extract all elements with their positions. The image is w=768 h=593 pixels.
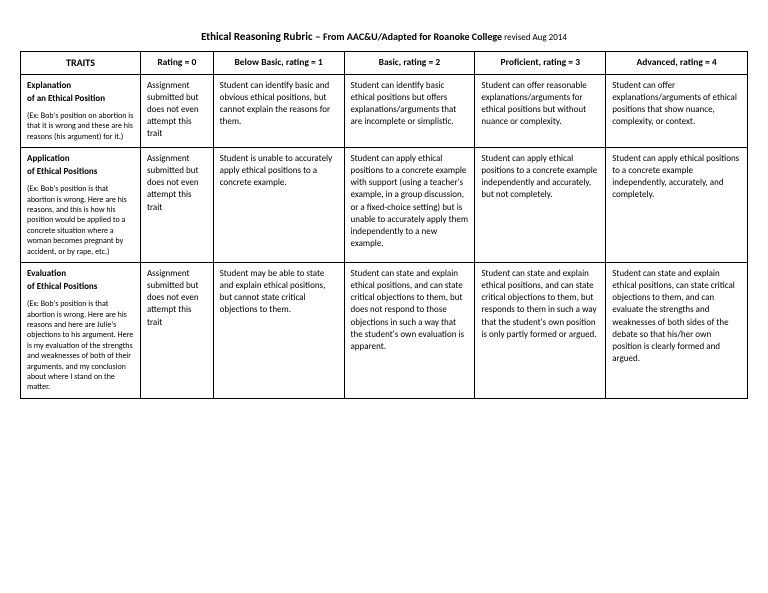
document-title: Ethical Reasoning Rubric – From AAC&U/Ad…: [20, 30, 748, 43]
table-row: Explanation of an Ethical Position (Ex: …: [21, 74, 748, 147]
cell-rating-4: Student can state and explain ethical po…: [606, 262, 748, 398]
trait-cell: Application of Ethical Positions (Ex: Bo…: [21, 147, 141, 262]
trait-title-line1: Explanation: [27, 80, 134, 92]
header-rating-2: Basic, rating = 2: [344, 52, 475, 75]
table-row: Evaluation of Ethical Positions (Ex: Bob…: [21, 262, 748, 398]
rubric-table: TRAITS Rating = 0 Below Basic, rating = …: [20, 51, 748, 399]
cell-rating-1: Student can identify basic and obvious e…: [213, 74, 344, 147]
title-sub: From AAC&U/Adapted for Roanoke College: [323, 30, 502, 43]
cell-rating-0: Assignment submitted but does not even a…: [140, 74, 213, 147]
title-revision: revised Aug 2014: [502, 32, 567, 43]
cell-rating-2: Student can state and explain ethical po…: [344, 262, 475, 398]
trait-title-line2: of Ethical Positions: [27, 281, 134, 293]
header-rating-1: Below Basic, rating = 1: [213, 52, 344, 75]
trait-example: (Ex: Bob's position is that abortion is …: [27, 184, 134, 257]
cell-rating-1: Student is unable to accurately apply et…: [213, 147, 344, 262]
cell-rating-3: Student can state and explain ethical po…: [475, 262, 606, 398]
cell-rating-4: Student can offer explanations/arguments…: [606, 74, 748, 147]
cell-rating-0: Assignment submitted but does not even a…: [140, 262, 213, 398]
trait-cell: Evaluation of Ethical Positions (Ex: Bob…: [21, 262, 141, 398]
trait-title-line2: of Ethical Positions: [27, 166, 134, 178]
header-row: TRAITS Rating = 0 Below Basic, rating = …: [21, 52, 748, 75]
cell-rating-2: Student can identify basic ethical posit…: [344, 74, 475, 147]
header-rating-0: Rating = 0: [140, 52, 213, 75]
cell-rating-0: Assignment submitted but does not even a…: [140, 147, 213, 262]
trait-title-line2: of an Ethical Position: [27, 93, 134, 105]
cell-rating-3: Student can apply ethical positions to a…: [475, 147, 606, 262]
title-main: Ethical Reasoning Rubric –: [201, 30, 323, 43]
header-rating-3: Proficient, rating = 3: [475, 52, 606, 75]
header-traits: TRAITS: [21, 52, 141, 75]
cell-rating-4: Student can apply ethical positions to a…: [606, 147, 748, 262]
cell-rating-3: Student can offer reasonable explanation…: [475, 74, 606, 147]
trait-example: (Ex: Bob's position on abortion is that …: [27, 111, 134, 142]
header-rating-4: Advanced, rating = 4: [606, 52, 748, 75]
table-row: Application of Ethical Positions (Ex: Bo…: [21, 147, 748, 262]
trait-cell: Explanation of an Ethical Position (Ex: …: [21, 74, 141, 147]
trait-title-line1: Evaluation: [27, 268, 134, 280]
trait-title-line1: Application: [27, 153, 134, 165]
trait-example: (Ex: Bob's position is that abortion is …: [27, 299, 134, 393]
rubric-body: Explanation of an Ethical Position (Ex: …: [21, 74, 748, 398]
cell-rating-1: Student may be able to state and explain…: [213, 262, 344, 398]
cell-rating-2: Student can apply ethical positions to a…: [344, 147, 475, 262]
